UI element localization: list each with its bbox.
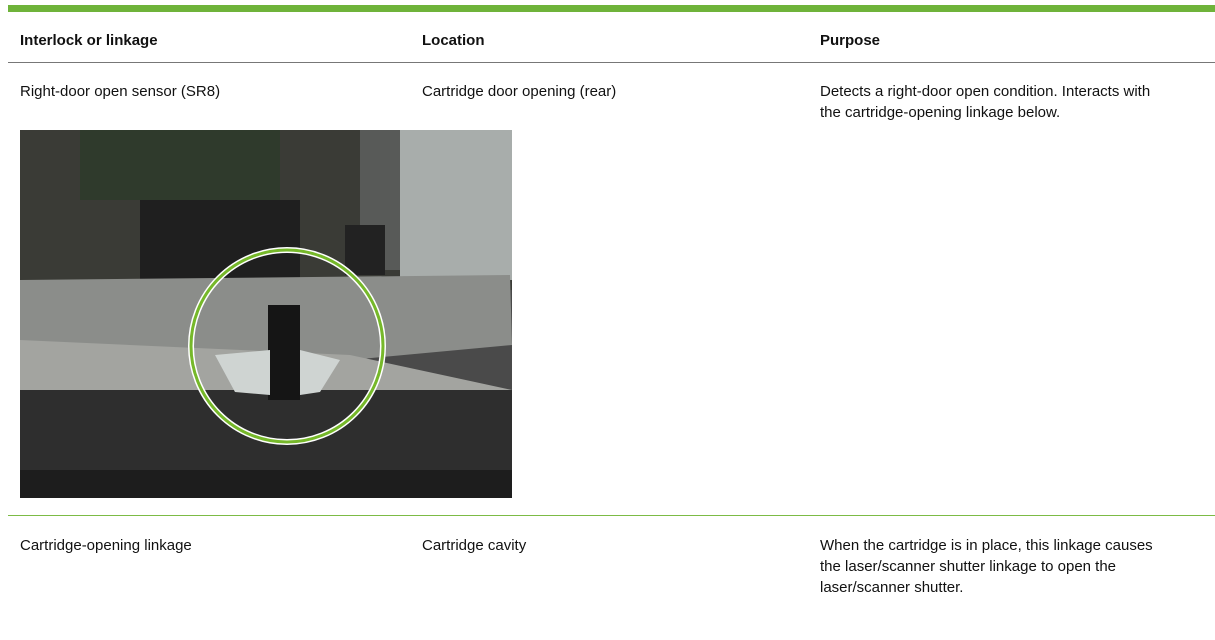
- header-rule: [8, 62, 1215, 63]
- photo: [20, 130, 512, 498]
- top-rule: [8, 5, 1215, 12]
- cell: Detects a right-door open condition. Int…: [820, 83, 1151, 121]
- cell: Cartridge-opening linkage: [20, 537, 192, 554]
- header-cell: Location: [422, 32, 485, 49]
- cell: Cartridge cavity: [422, 537, 527, 554]
- header-cell: Interlock or linkage: [20, 32, 158, 49]
- header-cell: Purpose: [820, 32, 881, 49]
- cell: When the cartridge is in place, this lin…: [820, 537, 1153, 596]
- cell: Right-door open sensor (SR8): [20, 83, 221, 100]
- cell: Cartridge door opening (rear): [422, 83, 617, 100]
- row-rule: [8, 515, 1215, 516]
